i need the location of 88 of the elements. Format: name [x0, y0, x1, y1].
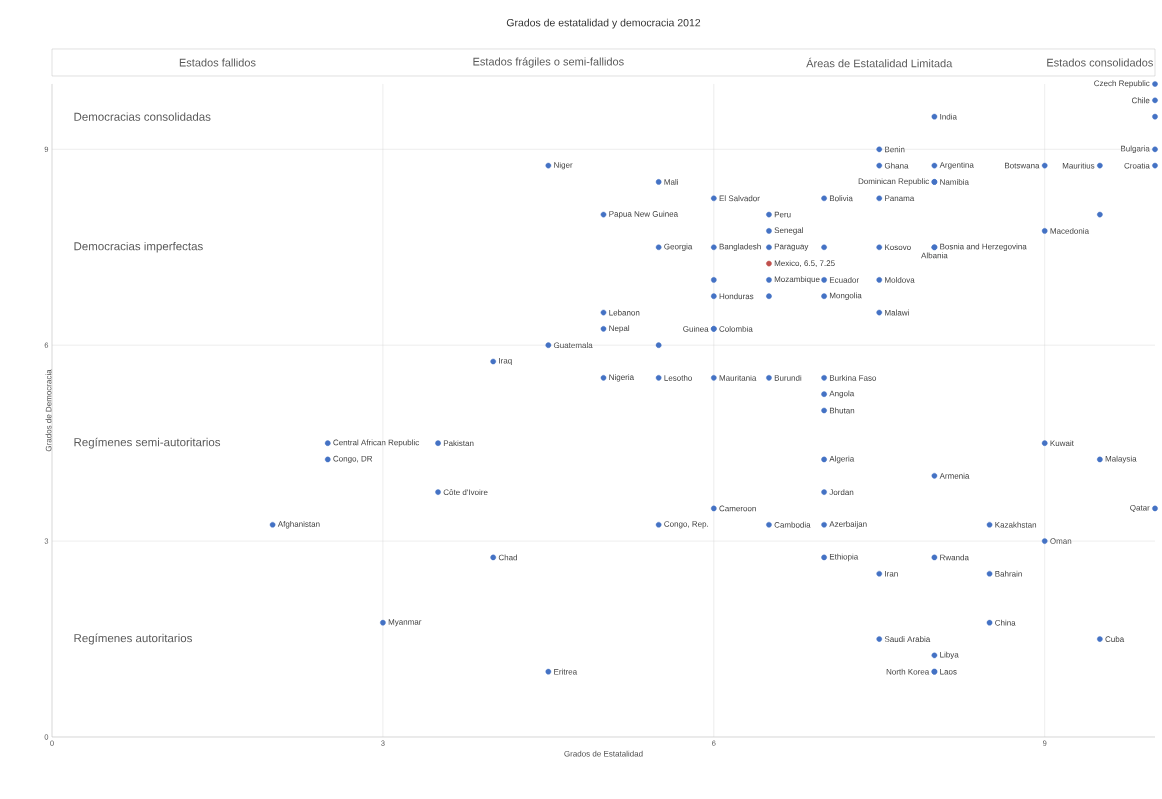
annotation: Moldova	[885, 276, 915, 283]
annotation: Georgia	[664, 243, 693, 251]
annotation: Niger	[554, 161, 573, 170]
annotation: Saudi Arabia	[884, 636, 931, 642]
annotation: Ecuador	[829, 276, 859, 283]
annotation: Cuba	[1105, 636, 1125, 642]
annotation: Albania	[921, 252, 948, 259]
annotation: Malawi	[885, 309, 909, 316]
annotation: Panama	[885, 195, 915, 202]
annotation: India	[940, 113, 957, 120]
annotation: Bahrain	[995, 570, 1022, 577]
annotation: Democracias imperfectas	[74, 241, 203, 253]
annotation: Czech Republic	[1094, 80, 1150, 88]
annotation: Cameroon	[719, 505, 756, 512]
annotation: Guatemala	[553, 342, 593, 349]
annotation: Chad	[498, 554, 518, 561]
annotation: Mexico, 6.5, 7.25	[774, 260, 835, 267]
text: Estados frágiles o semi-fallidos	[473, 57, 624, 68]
annotation: Dominican Republic	[858, 178, 929, 186]
annotation: Argentina	[939, 161, 974, 170]
annotation: Regímenes semi-autoritarios	[74, 437, 221, 449]
annotation: Oman	[1050, 538, 1072, 544]
chart-title: Grados de estatalidad y democracia 2012	[506, 18, 701, 29]
annotation: Pakistan	[443, 440, 474, 447]
annotation: Paraguay	[774, 243, 809, 251]
annotation: Colombia	[719, 325, 753, 332]
annotation: Botswana	[1005, 162, 1040, 169]
annotation: Benin	[885, 146, 905, 153]
annotation: Guinea	[683, 325, 709, 332]
annotation: Lebanon	[609, 309, 640, 316]
annotation: Laos	[940, 668, 957, 675]
annotation: Bulgaria	[1121, 145, 1150, 154]
annotation: Burkina Faso	[829, 374, 877, 381]
y-axis-title: Grados de Democracia	[45, 369, 52, 452]
text: Estados fallidos	[179, 58, 256, 67]
annotation: Kosovo	[885, 244, 911, 251]
annotation: Congo, Rep.	[664, 521, 709, 529]
annotation: Afghanistan	[277, 521, 320, 529]
annotation: Iraq	[499, 357, 512, 366]
x-axis-title: Grados de Estatalidad	[564, 750, 643, 757]
annotation: Mongolia	[829, 292, 862, 300]
annotation: Chile	[1131, 97, 1150, 104]
annotation: North Korea	[886, 668, 930, 675]
annotation: Burundi	[774, 374, 802, 381]
annotation: Lesotho	[664, 374, 692, 381]
annotation: Qatar	[1130, 504, 1150, 512]
annotation: Ghana	[884, 162, 909, 169]
annotation: Rwanda	[940, 554, 969, 561]
annotation: Ethiopia	[829, 553, 859, 562]
annotation: Peru	[774, 211, 791, 218]
annotation: El Salvador	[719, 195, 760, 202]
annotation: Angola	[829, 390, 855, 398]
annotation: Côte d'Ivoire	[443, 489, 488, 496]
annotation: Central African Republic	[333, 439, 419, 447]
annotation: Mali	[664, 178, 678, 185]
annotation: Mauritius	[1062, 162, 1095, 169]
annotation: China	[995, 619, 1016, 626]
annotation: Papua New Guinea	[609, 210, 679, 219]
annotation: Eritrea	[554, 668, 578, 675]
annotation: Myanmar	[388, 619, 422, 627]
annotation: Kuwait	[1050, 440, 1074, 447]
annotation: Regímenes autoritarios	[74, 633, 192, 645]
text: Áreas de Estatalidad Limitada	[806, 57, 953, 68]
annotation: Mauritania	[719, 374, 757, 381]
annotation: Cambodia	[774, 521, 811, 528]
annotation: Armenia	[939, 472, 970, 479]
annotation: Congo, DR	[333, 455, 373, 464]
annotation: Namibia	[940, 178, 969, 185]
annotation: Bolivia	[829, 195, 853, 202]
text: Estados consolidados	[1047, 58, 1153, 67]
annotation: Kazakhstan	[995, 521, 1037, 528]
annotation: Malaysia	[1105, 455, 1137, 464]
annotation: Iran	[885, 570, 898, 577]
annotation: Jordan	[829, 489, 854, 496]
annotation: Nigeria	[609, 374, 635, 382]
annotation: Algeria	[829, 455, 855, 464]
annotation: Azerbaijan	[829, 521, 867, 529]
annotation: Croatia	[1124, 162, 1150, 169]
annotation: Nepal	[609, 325, 630, 333]
annotation: Bosnia and Herzegovina	[940, 243, 1027, 251]
annotation: Bangladesh	[719, 243, 761, 251]
annotation: Mozambique	[774, 276, 820, 284]
annotation: Macedonia	[1050, 227, 1090, 234]
annotation: Honduras	[719, 293, 754, 300]
annotation: Democracias consolidadas	[74, 112, 211, 121]
annotation: Bhutan	[829, 407, 855, 414]
annotation: Senegal	[774, 227, 803, 235]
annotation: Libya	[940, 651, 959, 660]
